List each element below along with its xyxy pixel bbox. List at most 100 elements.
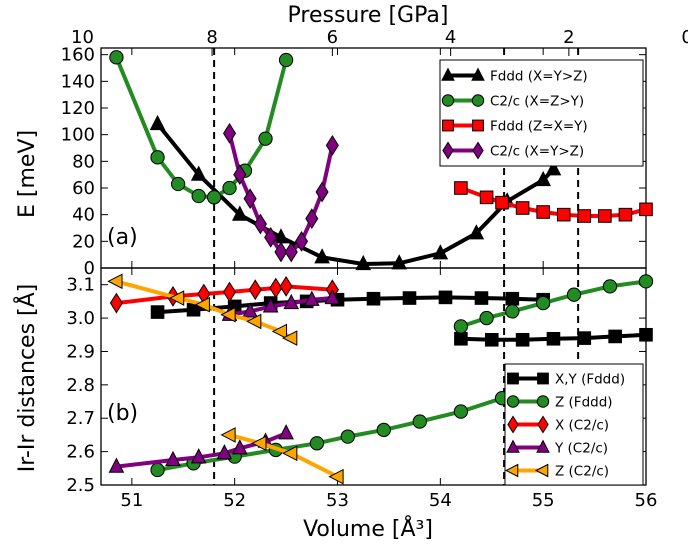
series-line bbox=[460, 186, 647, 218]
data-point bbox=[432, 244, 449, 260]
legend-marker bbox=[472, 141, 484, 160]
top-tick-label: 4 bbox=[445, 27, 456, 48]
x-tick-label: 56 bbox=[635, 490, 658, 511]
data-point bbox=[602, 279, 618, 294]
legend-marker bbox=[536, 395, 550, 408]
data-point bbox=[376, 422, 391, 438]
data-point bbox=[251, 435, 267, 452]
legend-marker bbox=[506, 395, 520, 408]
legend-label: C2/c (X=Z>Y) bbox=[490, 94, 584, 110]
y-tick-label: 40 bbox=[72, 205, 95, 226]
data-point bbox=[340, 429, 355, 444]
data-point bbox=[309, 436, 325, 451]
y-tick-label: 2.9 bbox=[66, 341, 95, 362]
data-point bbox=[108, 457, 125, 473]
panel-b-distances: 2.5 2.6 2.7 2.8 2.9 3.0 3.1 (b) X,Y (Fddd) Z (Fdd… bbox=[66, 267, 654, 496]
data-point bbox=[325, 134, 339, 156]
data-point bbox=[566, 287, 582, 302]
legend: X,Y (Fddd) Z (Fddd) X (C2/c) Y (C2/c) Z (C2/… bbox=[504, 363, 644, 486]
data-point bbox=[284, 241, 298, 263]
legend-label: X (C2/c) bbox=[555, 418, 609, 434]
x-axis-label: Volume [Å³] bbox=[303, 515, 433, 542]
data-point bbox=[315, 181, 329, 203]
legend-marker bbox=[442, 141, 454, 160]
data-point bbox=[391, 254, 408, 270]
data-point bbox=[262, 297, 279, 313]
data-point bbox=[149, 114, 166, 131]
panel-frame bbox=[100, 267, 647, 486]
legend-label: C2/c (X=Y>Z) bbox=[490, 144, 584, 160]
data-point bbox=[638, 274, 654, 289]
data-point bbox=[366, 291, 381, 306]
y-tick-label: 60 bbox=[72, 178, 95, 199]
legend-marker bbox=[442, 119, 454, 132]
data-point bbox=[355, 254, 372, 271]
data-point bbox=[577, 331, 592, 345]
series-2 bbox=[454, 181, 653, 223]
legend-label: X,Y (Fddd) bbox=[555, 372, 625, 388]
data-point bbox=[150, 462, 165, 478]
legend-marker bbox=[471, 67, 485, 81]
data-point bbox=[639, 202, 653, 217]
data-point bbox=[194, 296, 210, 313]
data-point bbox=[536, 295, 551, 311]
data-point bbox=[479, 190, 494, 205]
data-point bbox=[271, 323, 288, 340]
legend-marker bbox=[441, 94, 455, 107]
data-point bbox=[216, 444, 233, 460]
series-3 bbox=[222, 122, 339, 263]
panel-label: (a) bbox=[107, 225, 138, 250]
data-point bbox=[242, 302, 258, 318]
data-point bbox=[515, 332, 530, 347]
legend-marker bbox=[536, 439, 550, 453]
panel-label: (b) bbox=[107, 401, 138, 426]
data-point bbox=[232, 205, 248, 221]
data-point bbox=[222, 281, 237, 303]
data-point bbox=[328, 468, 344, 485]
series-line bbox=[156, 122, 555, 267]
data-point bbox=[324, 288, 341, 305]
data-point bbox=[220, 427, 236, 443]
legend-marker bbox=[505, 463, 519, 478]
data-point bbox=[454, 331, 468, 346]
top-axis-ticks: 10 8 6 4 2 0 bbox=[71, 27, 688, 56]
data-point bbox=[484, 332, 499, 347]
data-point bbox=[253, 213, 267, 235]
data-point bbox=[269, 277, 283, 299]
x-tick-label: 52 bbox=[223, 490, 246, 511]
data-point bbox=[282, 330, 298, 346]
legend-marker bbox=[472, 119, 484, 132]
y-tick-label: 2.6 bbox=[66, 442, 95, 463]
data-point bbox=[107, 273, 123, 290]
y-axis-label-energy: E [meV] bbox=[15, 130, 40, 218]
y-tick-label: 80 bbox=[72, 151, 95, 172]
data-point bbox=[515, 201, 530, 215]
data-point bbox=[556, 207, 571, 222]
data-point bbox=[608, 329, 622, 344]
data-point bbox=[303, 290, 320, 306]
top-tick-label: 6 bbox=[327, 27, 338, 48]
data-point bbox=[536, 205, 550, 219]
y-tick-label: 3.0 bbox=[66, 308, 95, 329]
data-point bbox=[412, 414, 427, 429]
data-point bbox=[274, 241, 288, 263]
data-point bbox=[535, 170, 551, 187]
y-axis-label-distance: Ir-Ir distances [Å] bbox=[13, 284, 40, 472]
data-point bbox=[618, 207, 633, 222]
data-point bbox=[495, 195, 509, 210]
data-point bbox=[474, 291, 489, 305]
data-point bbox=[545, 160, 562, 176]
legend-marker bbox=[506, 439, 520, 453]
data-point bbox=[402, 291, 417, 305]
x-tick-label: 51 bbox=[120, 490, 143, 511]
data-point bbox=[190, 448, 207, 464]
legend-label: Z (Fddd) bbox=[555, 395, 613, 411]
y-axis-label-distance-wrap: Ir-Ir distances [Å] bbox=[13, 284, 40, 472]
data-point bbox=[109, 50, 124, 65]
top-tick-label: 0 bbox=[681, 27, 688, 48]
legend-marker bbox=[537, 372, 549, 385]
data-point bbox=[598, 209, 612, 223]
y-tick-label: 3.1 bbox=[66, 275, 95, 296]
data-point bbox=[222, 180, 237, 196]
data-point bbox=[314, 248, 330, 264]
